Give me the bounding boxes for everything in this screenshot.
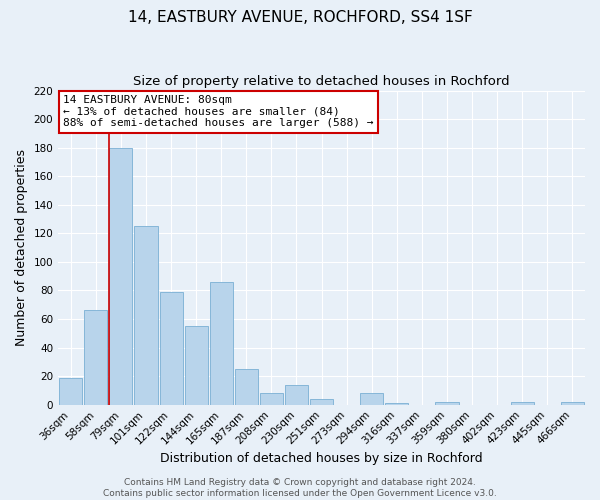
Text: Contains HM Land Registry data © Crown copyright and database right 2024.
Contai: Contains HM Land Registry data © Crown c…: [103, 478, 497, 498]
Bar: [310, 399, 333, 404]
Bar: [436, 402, 458, 404]
Bar: [285, 384, 308, 404]
Bar: [561, 402, 584, 404]
Bar: [185, 326, 208, 404]
Bar: [511, 402, 534, 404]
Text: 14, EASTBURY AVENUE, ROCHFORD, SS4 1SF: 14, EASTBURY AVENUE, ROCHFORD, SS4 1SF: [128, 10, 472, 25]
Bar: [235, 369, 258, 404]
Bar: [59, 378, 82, 404]
Bar: [160, 292, 182, 405]
Bar: [134, 226, 158, 404]
Bar: [260, 394, 283, 404]
Bar: [109, 148, 133, 404]
Y-axis label: Number of detached properties: Number of detached properties: [15, 149, 28, 346]
Text: 14 EASTBURY AVENUE: 80sqm
← 13% of detached houses are smaller (84)
88% of semi-: 14 EASTBURY AVENUE: 80sqm ← 13% of detac…: [64, 96, 374, 128]
X-axis label: Distribution of detached houses by size in Rochford: Distribution of detached houses by size …: [160, 452, 483, 465]
Bar: [360, 394, 383, 404]
Bar: [84, 310, 107, 404]
Title: Size of property relative to detached houses in Rochford: Size of property relative to detached ho…: [133, 75, 510, 88]
Bar: [209, 282, 233, 405]
